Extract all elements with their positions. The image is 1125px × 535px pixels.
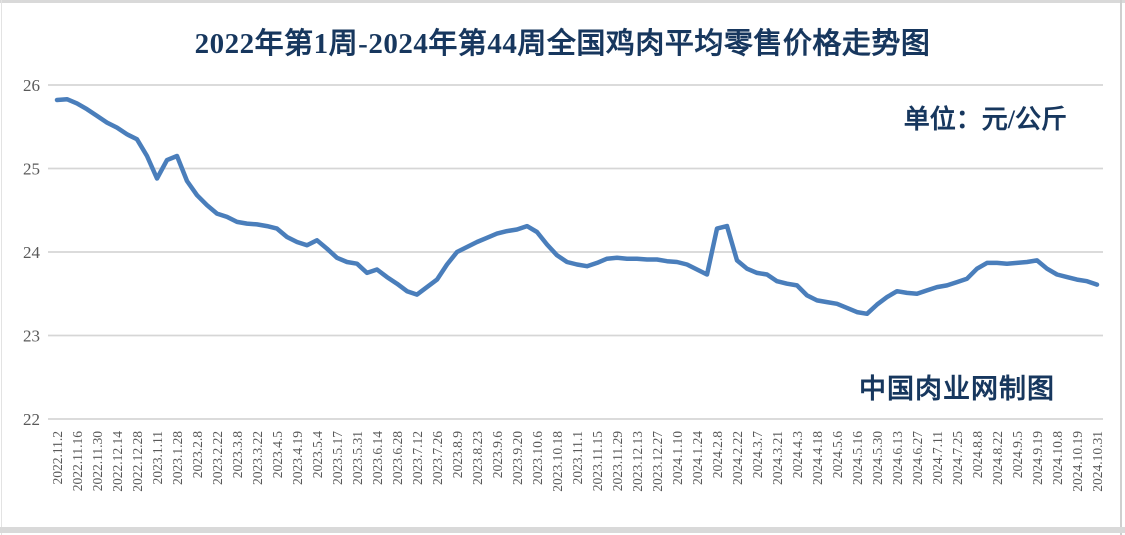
x-tick-label: 2024.5.6 [830,431,845,479]
x-tick-label: 2023.1.28 [170,431,185,485]
x-tick-label: 2022.11.2 [50,431,65,485]
x-tick-label: 2024.1.10 [670,431,685,485]
y-tick-label: 23 [23,327,40,346]
chart-title: 2022年第1周-2024年第44周全国鸡肉平均零售价格走势图 [194,28,931,60]
x-tick-label: 2024.8.22 [990,431,1005,485]
page-left-border [1,0,2,535]
x-tick-label: 2023.5.17 [330,431,345,485]
x-tick-label: 2023.6.14 [370,431,385,485]
x-tick-label: 2023.12.27 [650,431,665,492]
x-tick-label: 2022.11.16 [70,431,85,491]
x-tick-label: 2024.5.30 [870,431,885,485]
page-top-strip [0,0,1125,3]
credit-label: 中国肉业网制图 [859,374,1055,404]
x-tick-label: 2023.9.6 [490,431,505,479]
x-tick-label: 2023.5.31 [350,431,365,485]
y-tick-label: 26 [23,76,40,95]
x-tick-label: 2022.12.14 [110,431,125,492]
x-tick-label: 2023.3.8 [230,431,245,479]
x-tick-label: 2024.3.21 [770,431,785,485]
x-tick-label: 2022.11.30 [90,431,105,491]
x-tick-label: 2023.5.4 [310,431,325,479]
x-tick-label: 2024.10.31 [1090,431,1105,492]
y-tick-label: 25 [23,160,40,179]
x-tick-label: 2023.7.12 [410,431,425,485]
x-tick-label: 2024.7.11 [930,431,945,485]
x-tick-label: 2023.12.13 [630,431,645,492]
x-tick-label: 2024.7.25 [950,431,965,485]
x-tick-label: 2023.11.1 [570,431,585,485]
x-tick-label: 2024.2.8 [710,431,725,479]
x-tick-label: 2023.4.5 [270,431,285,479]
x-tick-label: 2023.2.8 [190,431,205,479]
x-tick-label: 2023.1.11 [150,431,165,485]
x-tick-label: 2024.6.13 [890,431,905,485]
x-tick-label: 2023.10.6 [530,431,545,485]
x-tick-label: 2023.8.9 [450,431,465,479]
page-right-border [1120,0,1122,535]
x-tick-label: 2023.9.20 [510,431,525,485]
x-tick-label: 2023.10.18 [550,431,565,492]
x-tick-label: 2024.9.19 [1030,431,1045,485]
x-tick-label: 2022.12.28 [130,431,145,492]
x-tick-label: 2023.8.23 [470,431,485,485]
x-tick-label: 2023.2.22 [210,431,225,485]
x-tick-label: 2023.3.22 [250,431,265,485]
x-tick-label: 2024.2.22 [730,431,745,485]
price-line [54,96,1100,317]
y-tick-label: 22 [23,410,40,429]
x-tick-label: 2024.8.8 [970,431,985,479]
x-tick-label: 2024.1.24 [690,431,705,485]
x-tick-label: 2023.11.29 [610,431,625,491]
x-tick-label: 2024.9.5 [1010,431,1025,479]
x-tick-label: 2024.6.27 [910,431,925,485]
x-tick-label: 2024.10.8 [1050,431,1065,485]
x-tick-label: 2023.11.15 [590,431,605,491]
x-tick-label: 2023.4.19 [290,431,305,485]
x-tick-label: 2023.6.28 [390,431,405,485]
x-tick-label: 2024.5.16 [850,431,865,485]
x-tick-label: 2024.4.3 [790,431,805,479]
x-tick-label: 2024.3.7 [750,431,765,479]
x-tick-label: 2024.4.18 [810,431,825,485]
unit-label: 单位：元/公斤 [903,105,1067,134]
x-tick-label: 2023.7.26 [430,431,445,485]
y-tick-label: 24 [23,243,41,262]
x-tick-label: 2024.10.19 [1070,431,1085,492]
page-bottom-strip [0,527,1125,533]
